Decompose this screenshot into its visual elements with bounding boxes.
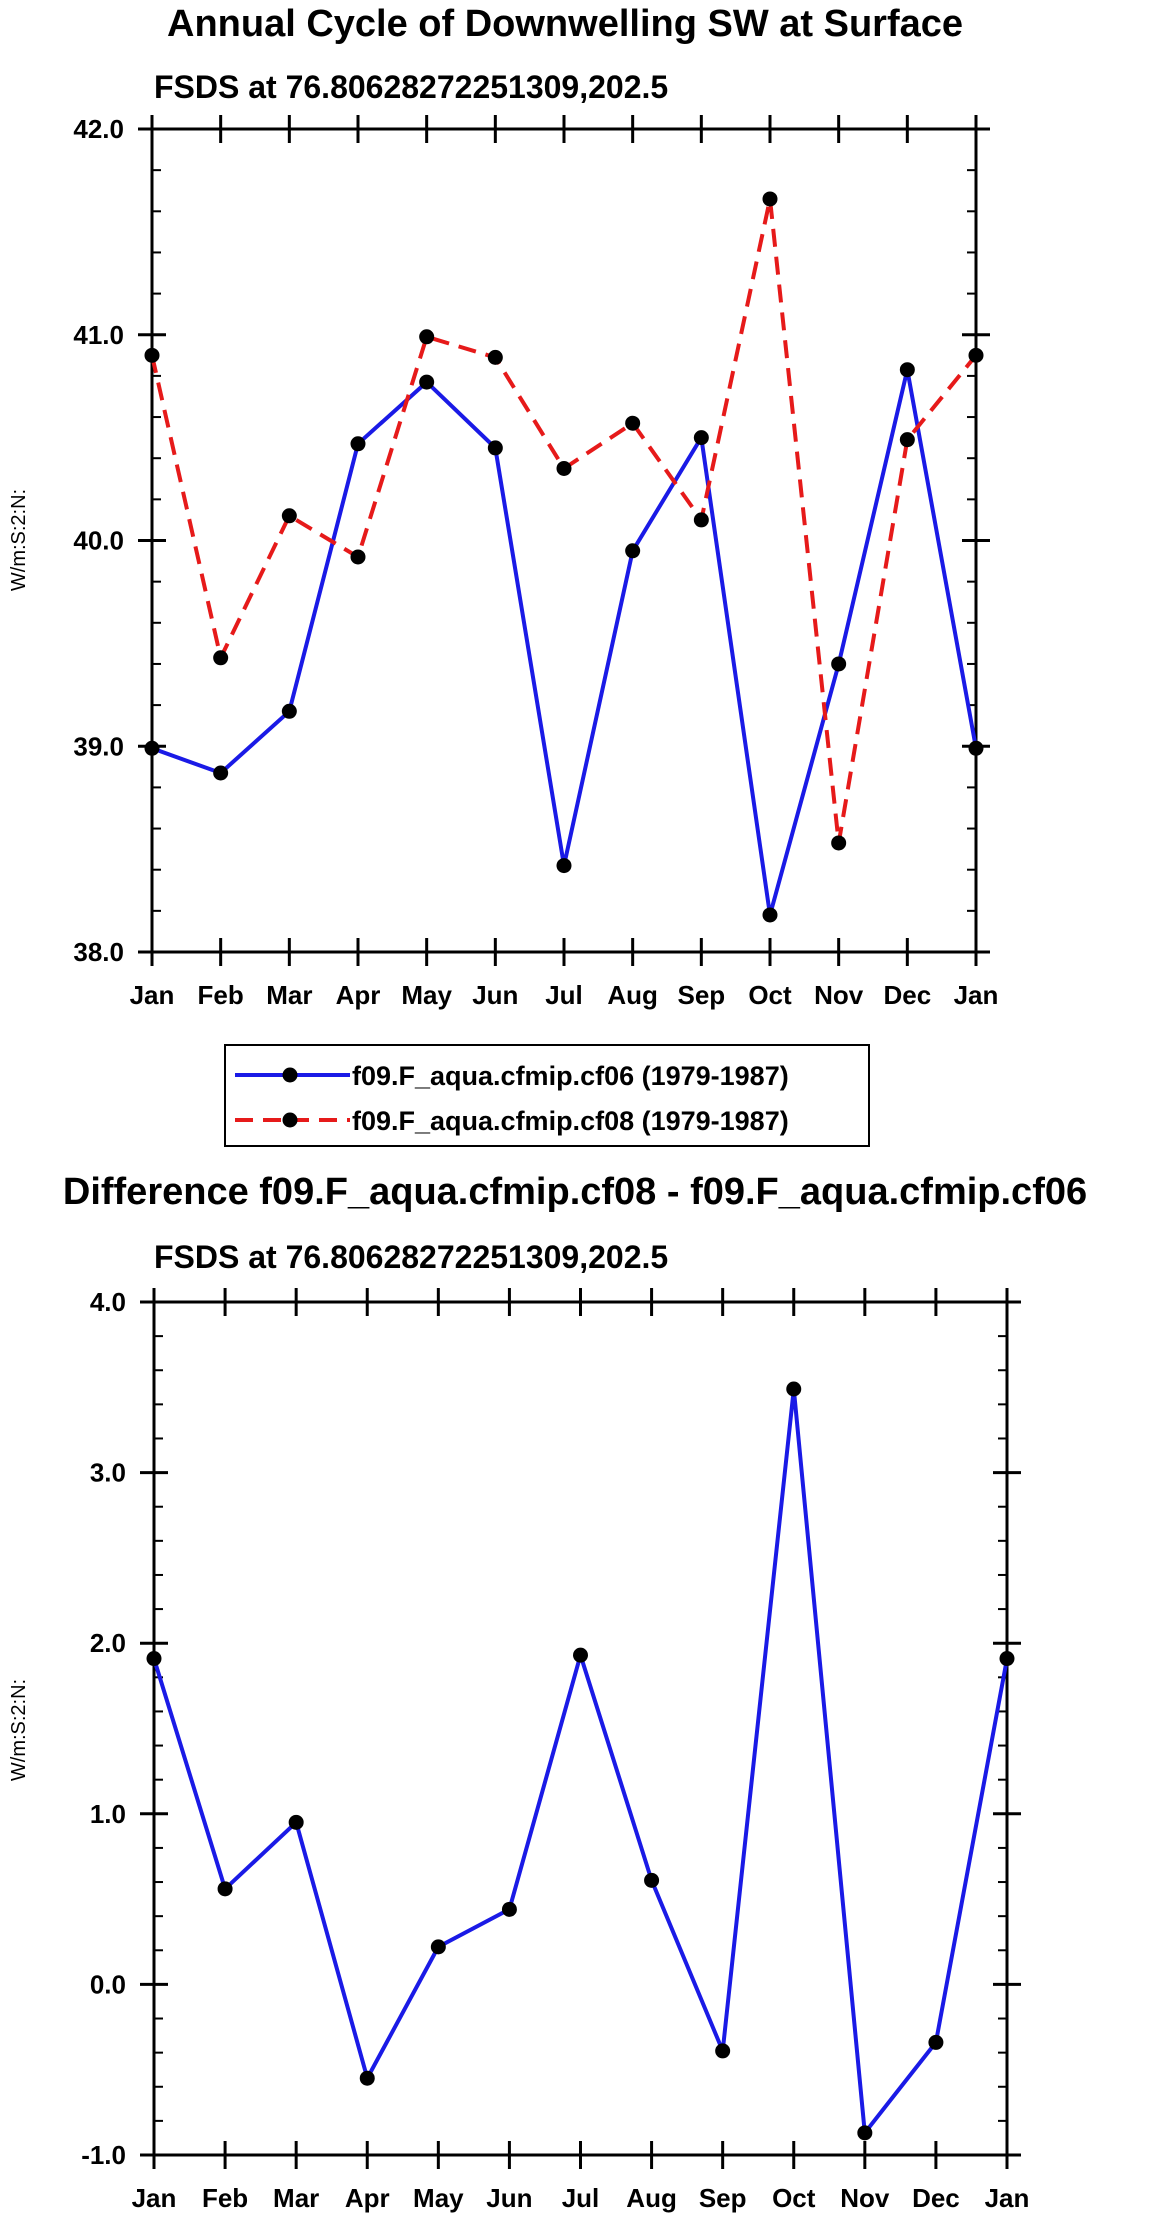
chart-title: Difference f09.F_aqua.cfmip.cf08 - f09.F… xyxy=(63,1171,1087,1213)
data-point xyxy=(831,656,847,672)
data-point xyxy=(487,349,503,365)
data-point xyxy=(968,347,984,363)
data-point xyxy=(573,1647,588,1663)
y-tick-label: -1.0 xyxy=(81,2140,126,2170)
data-point xyxy=(556,460,572,476)
legend-marker xyxy=(282,1067,298,1083)
data-point xyxy=(693,512,709,528)
x-tick-label: Jan xyxy=(985,2183,1030,2213)
data-point xyxy=(831,835,847,851)
y-tick-label: 4.0 xyxy=(90,1287,126,1317)
data-point xyxy=(999,1651,1015,1667)
data-point xyxy=(762,907,778,923)
x-tick-label: Jan xyxy=(954,980,999,1010)
data-point xyxy=(968,740,984,756)
y-tick-label: 3.0 xyxy=(90,1458,126,1488)
data-point xyxy=(786,1381,802,1397)
data-point xyxy=(359,2070,375,2086)
y-tick-label: 42.0 xyxy=(73,114,124,144)
y-tick-label: 1.0 xyxy=(90,1799,126,1829)
data-point xyxy=(487,440,503,456)
series-line-1 xyxy=(152,1388,1009,2138)
data-point xyxy=(899,362,915,378)
data-point xyxy=(899,432,915,448)
x-tick-label: May xyxy=(413,2183,464,2213)
data-point xyxy=(213,650,229,666)
series-line-1 xyxy=(151,369,978,916)
legend-label-1: f09.F_aqua.cfmip.cf06 (1979-1987) xyxy=(352,1061,789,1091)
y-tick-label: 0.0 xyxy=(90,1969,126,1999)
data-point xyxy=(715,2043,731,2059)
x-tick-label: Nov xyxy=(814,980,864,1010)
x-tick-label: Aug xyxy=(626,2183,677,2213)
y-tick-label: 41.0 xyxy=(73,320,124,350)
plot-frame xyxy=(152,1300,1009,2157)
data-point xyxy=(762,191,778,207)
x-tick-label: May xyxy=(401,980,452,1010)
y-tick-label: 40.0 xyxy=(73,526,124,556)
data-point xyxy=(146,1651,162,1667)
y-axis-label: W/m:S:2:N: xyxy=(8,489,30,591)
x-tick-label: Aug xyxy=(607,980,658,1010)
y-tick-label: 39.0 xyxy=(73,731,124,761)
legend-label-2: f09.F_aqua.cfmip.cf08 (1979-1987) xyxy=(352,1106,789,1136)
data-point xyxy=(419,374,435,390)
x-tick-label: Dec xyxy=(912,2183,960,2213)
data-point xyxy=(430,1939,446,1955)
data-point xyxy=(693,430,709,446)
data-point xyxy=(144,347,160,363)
data-point xyxy=(350,436,366,452)
x-tick-label: Oct xyxy=(748,980,792,1010)
x-tick-label: Jun xyxy=(472,980,518,1010)
data-point xyxy=(281,703,297,719)
x-tick-label: Mar xyxy=(266,980,312,1010)
series-line-2 xyxy=(150,198,978,844)
data-point xyxy=(644,1872,660,1888)
x-tick-label: Feb xyxy=(202,2183,248,2213)
x-tick-label: Jul xyxy=(545,980,583,1010)
x-tick-label: Apr xyxy=(345,2183,390,2213)
data-point xyxy=(217,1881,233,1897)
x-tick-label: Jun xyxy=(486,2183,532,2213)
x-tick-label: Sep xyxy=(699,2183,747,2213)
y-tick-label: 2.0 xyxy=(90,1628,126,1658)
data-point xyxy=(556,858,572,874)
x-tick-label: Jan xyxy=(132,2183,177,2213)
data-point xyxy=(350,549,366,565)
data-point xyxy=(928,2034,944,2050)
plot-frame xyxy=(150,127,978,954)
x-tick-label: Dec xyxy=(883,980,931,1010)
x-tick-label: Nov xyxy=(840,2183,890,2213)
data-point xyxy=(213,765,229,781)
data-point xyxy=(281,508,297,524)
chart-subtitle: FSDS at 76.80628272251309,202.5 xyxy=(154,1239,668,1275)
data-point xyxy=(419,329,435,345)
chart-title: Annual Cycle of Downwelling SW at Surfac… xyxy=(167,3,963,45)
x-tick-label: Apr xyxy=(336,980,381,1010)
y-axis-label: W/m:S:2:N: xyxy=(8,1679,30,1781)
chart-subtitle: FSDS at 76.80628272251309,202.5 xyxy=(154,69,668,105)
data-point xyxy=(288,1814,304,1830)
x-tick-label: Mar xyxy=(273,2183,319,2213)
data-point xyxy=(625,543,641,559)
legend-marker xyxy=(282,1112,298,1128)
y-tick-label: 38.0 xyxy=(73,937,124,967)
data-point xyxy=(501,1901,517,1917)
x-tick-label: Jan xyxy=(130,980,175,1010)
x-tick-label: Jul xyxy=(562,2183,600,2213)
x-tick-label: Oct xyxy=(772,2183,816,2213)
data-point xyxy=(857,2125,873,2141)
x-tick-label: Sep xyxy=(677,980,725,1010)
legend-box xyxy=(224,1044,870,1147)
x-tick-label: Feb xyxy=(198,980,244,1010)
data-point xyxy=(144,740,160,756)
data-point xyxy=(625,415,641,431)
